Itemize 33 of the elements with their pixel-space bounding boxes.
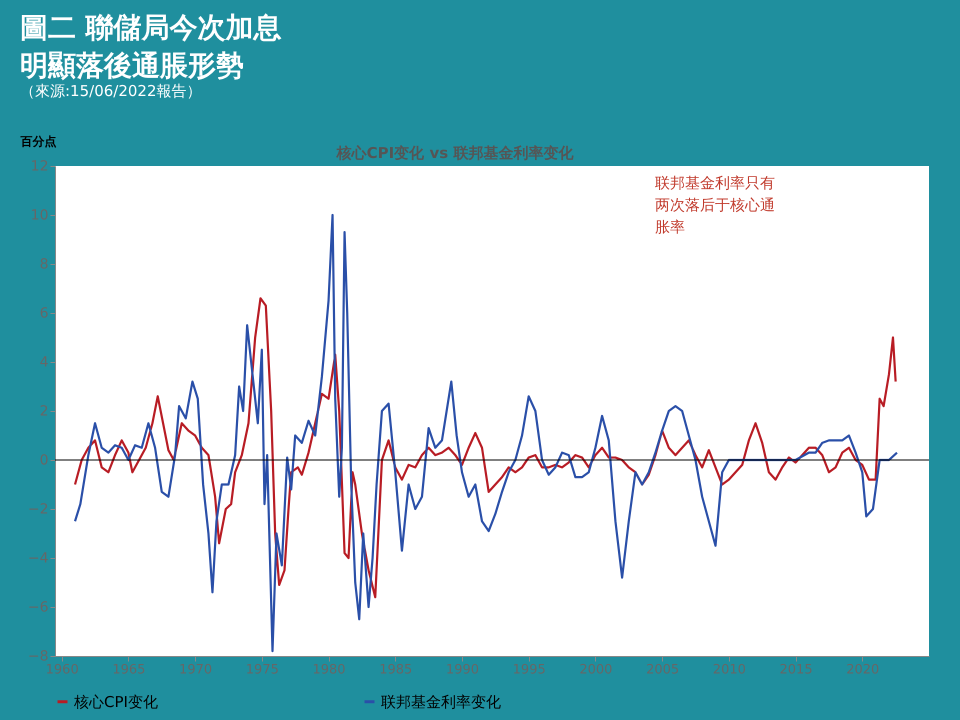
x-tick-label: 1985 (379, 662, 412, 678)
x-tick-label: 2020 (846, 662, 880, 678)
y-tick-label: 10 (30, 208, 48, 224)
y-tick-label: −6 (28, 600, 49, 616)
chart-title: 圖二 聯儲局今次加息明顯落後通脹形勢 (20, 11, 282, 82)
legend-label: 核心CPI变化 (73, 692, 158, 711)
x-tick-label: 1990 (446, 662, 480, 678)
y-tick-label: 4 (40, 354, 49, 370)
x-tick-label: 1970 (179, 662, 212, 678)
chart-subtitle: （來源:15/06/2022報告） (20, 82, 202, 100)
x-tick-label: 1995 (512, 662, 546, 678)
line-series (74, 214, 898, 652)
y-tick-label: −4 (28, 550, 49, 566)
y-tick-label: 12 (30, 158, 48, 174)
x-tick-label: 2005 (646, 662, 680, 678)
x-tick-label: 1980 (312, 662, 346, 678)
y-tick-label: −2 (28, 502, 48, 518)
y-tick-label: 0 (40, 452, 48, 468)
legend-label: 联邦基金利率变化 (381, 692, 501, 711)
x-tick-label: 1960 (46, 662, 79, 678)
y-axis-title: 百分点 (20, 134, 56, 148)
x-tick-label: 1965 (112, 662, 146, 678)
y-tick-label: 6 (40, 306, 49, 322)
x-tick-label: 1975 (246, 662, 279, 678)
y-tick-label: 8 (40, 256, 48, 272)
x-tick-label: 2010 (712, 662, 746, 678)
text: 核心CPI变化 vs 联邦基金利率变化 (336, 144, 574, 162)
y-tick-label: 2 (40, 404, 48, 420)
x-tick-label: 2015 (780, 662, 813, 678)
x-tick-label: 2000 (579, 662, 612, 678)
line-series (74, 297, 897, 598)
annotation: 联邦基金利率只有两次落后于核心通胀率 (655, 174, 775, 236)
y-tick-label: −8 (28, 648, 48, 664)
